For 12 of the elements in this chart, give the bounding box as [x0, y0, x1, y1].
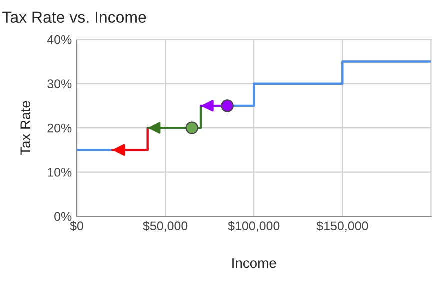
y-tick-label: 20%	[48, 124, 72, 133]
y-tick-label: 40%	[47, 35, 72, 44]
y-tick-label: 30%	[48, 80, 72, 88]
x-axis-title: Income	[232, 258, 276, 268]
chart-title: Tax Rate vs. Income	[2, 12, 146, 24]
y-axis-title: Tax Rate	[20, 101, 30, 156]
y-tick-label: 10%	[48, 168, 72, 177]
x-tick-label: $150,000	[316, 221, 368, 232]
x-tick-label: $100,000	[228, 221, 280, 232]
x-tick-label: $50,000	[143, 221, 188, 232]
y-tick-label: 0%	[54, 212, 72, 222]
x-tick-label: $0	[70, 221, 84, 232]
